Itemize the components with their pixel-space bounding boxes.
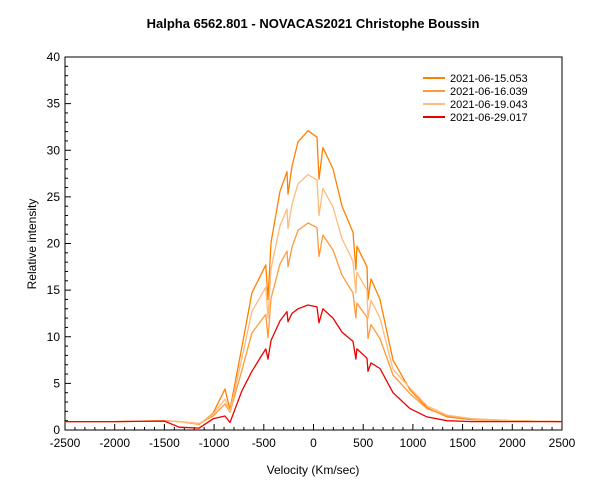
x-tick-label: 1000: [400, 436, 427, 450]
x-tick-label: 500: [353, 436, 373, 450]
y-tick-label: 5: [53, 376, 60, 390]
series-line: [65, 173, 563, 425]
x-tick-label: 2500: [549, 436, 576, 450]
y-tick-label: 0: [53, 423, 60, 437]
x-tick-label: -1000: [199, 436, 230, 450]
x-tick-label: -2500: [50, 436, 81, 450]
legend-label: 2021-06-29.017: [450, 112, 528, 124]
y-tick-label: 10: [47, 330, 61, 344]
legend-label: 2021-06-16.039: [450, 86, 528, 98]
legend-label: 2021-06-19.043: [450, 99, 528, 111]
x-axis-label: Velocity (Km/sec): [267, 463, 360, 477]
series-line: [65, 304, 562, 429]
y-tick-label: 15: [47, 283, 61, 297]
x-tick-label: -2000: [99, 436, 130, 450]
y-tick-label: 35: [47, 97, 61, 111]
x-tick-label: 2000: [499, 436, 526, 450]
series-line: [65, 222, 563, 425]
series-line: [65, 130, 563, 426]
y-tick-label: 40: [47, 50, 61, 64]
y-tick-label: 25: [47, 190, 61, 204]
chart-title: Halpha 6562.801 - NOVACAS2021 Christophe…: [147, 16, 480, 31]
x-tick-label: -500: [252, 436, 276, 450]
x-tick-label: 1500: [449, 436, 476, 450]
y-tick-label: 30: [47, 143, 61, 157]
y-tick-label: 20: [47, 237, 61, 251]
x-tick-label: -1500: [149, 436, 180, 450]
x-tick-label: 0: [310, 436, 317, 450]
legend-label: 2021-06-15.053: [450, 73, 528, 85]
y-axis-label: Relative intensity: [25, 199, 39, 290]
